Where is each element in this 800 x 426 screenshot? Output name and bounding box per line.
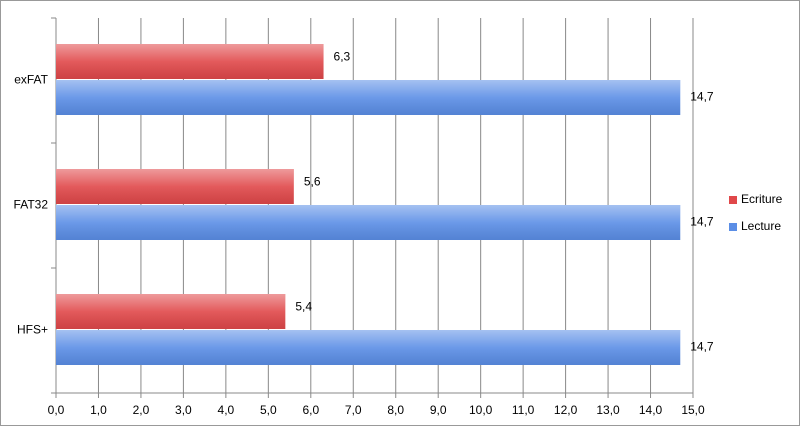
bar-shine xyxy=(56,80,681,115)
value-label: 14,7 xyxy=(690,90,714,104)
x-tick-label: 13,0 xyxy=(596,403,620,417)
x-tick-label: 4,0 xyxy=(218,403,235,417)
x-tick-label: 7,0 xyxy=(345,403,362,417)
bar-shine xyxy=(56,169,294,204)
value-label: 5,4 xyxy=(295,300,312,314)
bar-shine xyxy=(56,294,286,329)
x-tick-label: 11,0 xyxy=(512,403,535,417)
x-tick-label: 6,0 xyxy=(302,403,319,417)
x-tick-label: 15,0 xyxy=(681,403,705,417)
value-label: 5,6 xyxy=(304,175,321,189)
y-tick-label: exFAT xyxy=(14,73,48,87)
x-tick-label: 9,0 xyxy=(430,403,447,417)
x-tick-label: 8,0 xyxy=(387,403,404,417)
x-tick-label: 0,0 xyxy=(48,403,65,417)
x-tick-label: 5,0 xyxy=(260,403,277,417)
legend-label: Lecture xyxy=(741,219,781,233)
x-tick-label: 14,0 xyxy=(639,403,663,417)
x-tick-label: 12,0 xyxy=(554,403,578,417)
value-label: 14,7 xyxy=(690,215,714,229)
y-tick-label: HFS+ xyxy=(17,323,48,337)
bar-shine xyxy=(56,205,681,240)
x-tick-label: 2,0 xyxy=(133,403,150,417)
legend-label: Ecriture xyxy=(741,192,783,206)
x-tick-label: 3,0 xyxy=(175,403,192,417)
legend-swatch xyxy=(729,196,737,204)
bar-shine xyxy=(56,330,681,365)
y-tick-label: FAT32 xyxy=(14,198,49,212)
legend-swatch xyxy=(729,223,737,231)
bar-shine xyxy=(56,44,324,79)
value-label: 6,3 xyxy=(334,50,351,64)
value-label: 14,7 xyxy=(690,340,714,354)
x-tick-label: 1,0 xyxy=(90,403,107,417)
x-tick-label: 10,0 xyxy=(469,403,493,417)
